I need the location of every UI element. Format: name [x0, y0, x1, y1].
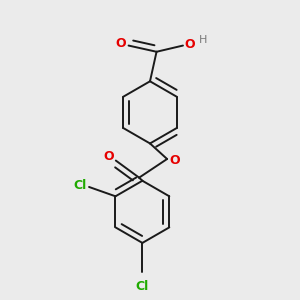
Text: O: O: [103, 150, 114, 163]
Text: Cl: Cl: [73, 178, 86, 191]
Text: H: H: [198, 35, 207, 45]
Text: Cl: Cl: [136, 280, 149, 292]
Text: O: O: [169, 154, 180, 167]
Text: O: O: [185, 38, 196, 51]
Text: O: O: [115, 38, 126, 50]
